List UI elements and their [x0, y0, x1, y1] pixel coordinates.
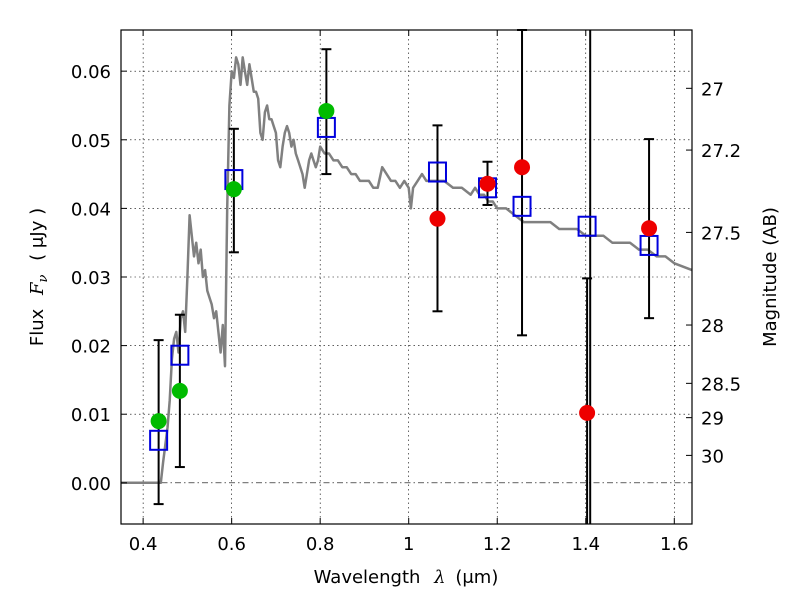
y2-tick-label: 27.5	[701, 223, 741, 244]
model-photometry-square	[149, 429, 169, 451]
spectrum-group	[121, 56, 693, 485]
model-spectrum-line	[121, 56, 693, 485]
ir-detection-point	[579, 404, 596, 421]
detections-group	[150, 102, 658, 430]
x-tick-label: 1.4	[571, 534, 600, 555]
y2-tick-label: 28	[701, 316, 724, 337]
hst-detection-point	[225, 181, 242, 198]
y2-axis-label: Magnitude (AB)	[760, 207, 781, 347]
model-photometry-square	[170, 344, 190, 366]
y-tick-label: 0.00	[71, 474, 111, 495]
y-tick-label: 0.01	[71, 405, 111, 426]
model-photometry-square	[512, 195, 532, 217]
model-photometry-square	[577, 215, 597, 237]
y2-tick-label: 29	[701, 409, 724, 430]
y2-tick-labels: 27 27.2 27.5 28 28.5 29 30	[701, 79, 741, 467]
y-tick-label: 0.03	[71, 268, 111, 289]
x-tick-label: 1.6	[660, 534, 689, 555]
y-tick-label: 0.05	[71, 131, 111, 152]
y2-tick-label: 30	[701, 446, 724, 467]
x-tick-label: 1.2	[483, 534, 512, 555]
hst-detection-point	[171, 382, 188, 399]
y-axis-label-prefix: Flux	[27, 308, 48, 346]
ir-detection-point	[514, 159, 531, 176]
hst-detection-point	[150, 413, 167, 430]
y-axis-label: Flux Fν ( μJy )	[27, 208, 52, 346]
x-tick-label: 0.6	[217, 534, 246, 555]
ir-detection-point	[429, 210, 446, 227]
y-axis-label-unit: ( μJy )	[27, 208, 48, 261]
y-axis-label-symbol: F	[27, 281, 48, 296]
y-tick-label: 0.04	[71, 199, 111, 220]
x-tick-labels: 0.4 0.6 0.8 1 1.2 1.4 1.6	[129, 534, 689, 555]
ir-detection-point	[641, 220, 658, 237]
y-tick-label: 0.02	[71, 337, 111, 358]
x-tick-label: 0.8	[306, 534, 335, 555]
model-photometry-square	[427, 161, 447, 183]
y2-tick-label: 27	[701, 79, 724, 100]
ir-detection-point	[479, 175, 496, 192]
x-tick-label: 0.4	[129, 534, 158, 555]
y-tick-labels: 0.00 0.01 0.02 0.03 0.04 0.05 0.06	[71, 62, 111, 495]
x-axis-label-unit: (μm)	[455, 567, 498, 588]
x-axis-label: Wavelength λ (μm)	[314, 567, 499, 588]
hst-detection-point	[318, 102, 335, 119]
y-axis-label-subscript: ν	[36, 274, 51, 282]
y-tick-label: 0.06	[71, 62, 111, 83]
y2-tick-label: 27.2	[701, 141, 741, 162]
ticks-group	[121, 30, 692, 524]
y2-tick-label: 28.5	[701, 374, 741, 395]
x-axis-label-symbol: λ	[433, 567, 445, 588]
x-axis-label-prefix: Wavelength	[314, 567, 421, 588]
x-tick-label: 1	[403, 534, 414, 555]
